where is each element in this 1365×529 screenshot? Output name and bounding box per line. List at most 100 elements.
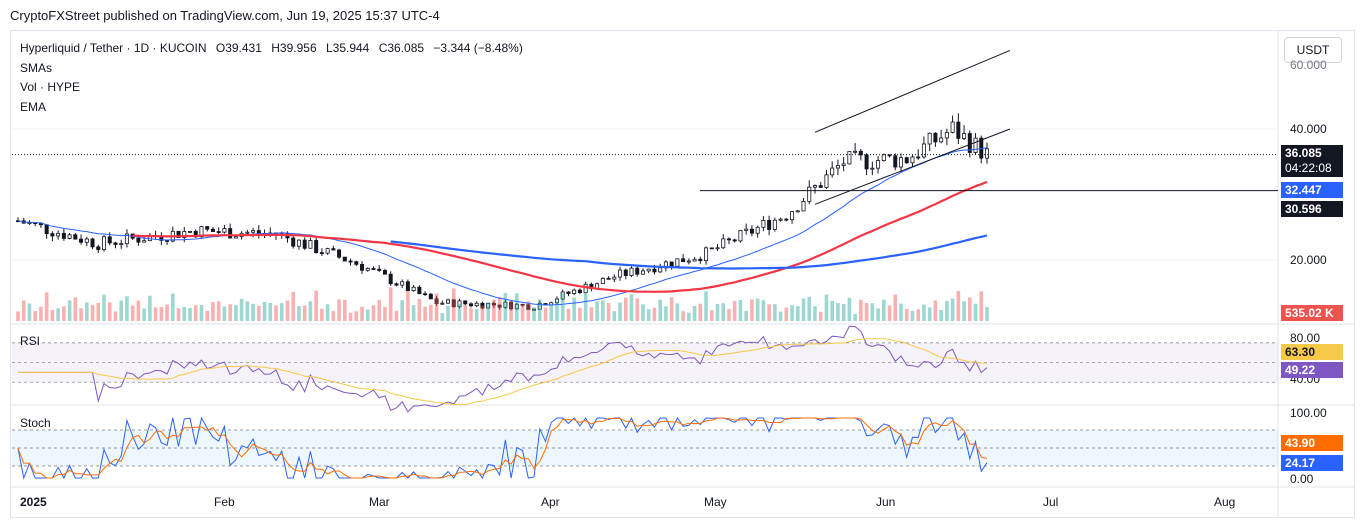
volume-bar xyxy=(474,309,479,321)
volume-bar xyxy=(348,312,353,321)
candle-body xyxy=(916,156,921,159)
volume-bar xyxy=(709,310,714,321)
volume-bar xyxy=(916,309,920,321)
candle-body xyxy=(749,228,754,234)
last-price-value: 36.085 xyxy=(1285,146,1322,160)
symbol-label[interactable]: Hyperliquid / Tether · 1D · KUCOIN xyxy=(20,41,207,55)
candle-body xyxy=(600,277,605,285)
currency-button[interactable]: USDT xyxy=(1284,37,1342,63)
time-tick-jun: Jun xyxy=(876,495,896,509)
candle-body xyxy=(371,268,376,270)
legend-ema[interactable]: EMA xyxy=(20,99,47,114)
stoch-d-tag: 43.90 xyxy=(1281,435,1343,451)
time-tick-mar: Mar xyxy=(369,495,390,509)
chart-frame xyxy=(10,30,1355,518)
volume-bar xyxy=(727,309,731,321)
volume-bar xyxy=(784,307,789,321)
candle-body xyxy=(136,237,141,243)
volume-bar xyxy=(21,300,26,321)
volume-bar xyxy=(274,305,278,321)
candle-body xyxy=(939,137,944,143)
volume-bar xyxy=(532,307,536,321)
candle-body xyxy=(572,289,577,294)
volume-bar xyxy=(904,308,909,321)
stoch-title[interactable]: Stoch xyxy=(20,416,51,430)
candle-body xyxy=(291,237,296,247)
volume-bar xyxy=(107,302,112,321)
candle-body xyxy=(73,234,78,240)
candle-body xyxy=(509,301,514,310)
price-tick-20: 20.000 xyxy=(1290,253,1327,267)
volume-bar xyxy=(365,309,370,321)
volume-bar xyxy=(188,308,192,321)
candle-body xyxy=(423,293,428,296)
candle-body xyxy=(434,298,439,304)
volume-bar xyxy=(859,299,863,321)
countdown-value: 04:22:08 xyxy=(1285,161,1332,175)
volume-bar xyxy=(429,304,433,321)
legend-sma[interactable]: SMAs xyxy=(20,60,53,75)
volume-bar xyxy=(595,301,599,321)
volume-bar xyxy=(692,305,697,321)
volume-bar xyxy=(945,300,949,321)
candle-body xyxy=(767,219,772,230)
candle-body xyxy=(331,248,336,251)
volume-bar xyxy=(583,292,588,321)
volume-bar xyxy=(985,306,989,321)
volume-bar xyxy=(778,311,783,321)
volume-bar xyxy=(899,303,903,321)
volume-bar xyxy=(113,311,118,321)
candle-body xyxy=(962,133,967,139)
volume-bar xyxy=(572,297,576,321)
volume-bar xyxy=(836,303,840,321)
volume-bar xyxy=(257,305,261,321)
volume-bar xyxy=(159,307,164,321)
volume-bar xyxy=(492,299,496,321)
volume-bar xyxy=(830,300,834,321)
candle-body xyxy=(245,231,250,234)
volume-bar xyxy=(216,301,221,321)
volume-bar xyxy=(795,306,800,321)
volume-bar xyxy=(721,303,726,321)
candle-body xyxy=(199,226,204,238)
channel-lower-line xyxy=(814,128,1011,205)
volume-bar xyxy=(360,306,364,321)
candle-body xyxy=(526,304,531,310)
volume-bar xyxy=(939,309,943,321)
volume-bar xyxy=(635,298,640,321)
rsi-title[interactable]: RSI xyxy=(20,334,41,348)
candle-body xyxy=(514,303,519,310)
candle-body xyxy=(864,154,869,170)
legend-volume[interactable]: Vol · HYPE xyxy=(20,80,81,94)
candle-body xyxy=(732,239,737,242)
sma-50-line xyxy=(132,180,988,293)
volume-bar xyxy=(331,311,336,321)
price-tick-40: 40.000 xyxy=(1290,122,1327,136)
volume-bar xyxy=(801,298,806,321)
volume-bar xyxy=(818,311,823,321)
candle-body xyxy=(308,240,313,249)
volume-bar xyxy=(79,308,83,321)
candle-body xyxy=(405,281,410,292)
ohlc-row[interactable]: Hyperliquid / Tether · 1D · KUCOIN O39.4… xyxy=(20,39,529,59)
volume-bar xyxy=(130,305,135,321)
volume-bar xyxy=(927,307,932,321)
candle-body xyxy=(698,258,703,262)
volume-bar xyxy=(704,291,708,321)
volume-bar xyxy=(291,292,296,321)
volume-bar xyxy=(228,304,232,321)
volume-bar xyxy=(681,311,685,321)
candle-body xyxy=(325,248,330,254)
candle-body xyxy=(755,226,760,234)
volume-bar xyxy=(979,291,984,321)
candle-body xyxy=(417,286,422,295)
rsi-tick-80: 80.00 xyxy=(1290,331,1321,345)
time-tick-may: May xyxy=(704,495,727,509)
candle-body xyxy=(90,238,95,248)
volume-bar xyxy=(623,297,628,321)
volume-bar xyxy=(67,300,72,321)
volume-bar xyxy=(56,308,60,321)
level-price-tag: 30.596 xyxy=(1281,201,1343,217)
candle-body xyxy=(354,261,359,265)
